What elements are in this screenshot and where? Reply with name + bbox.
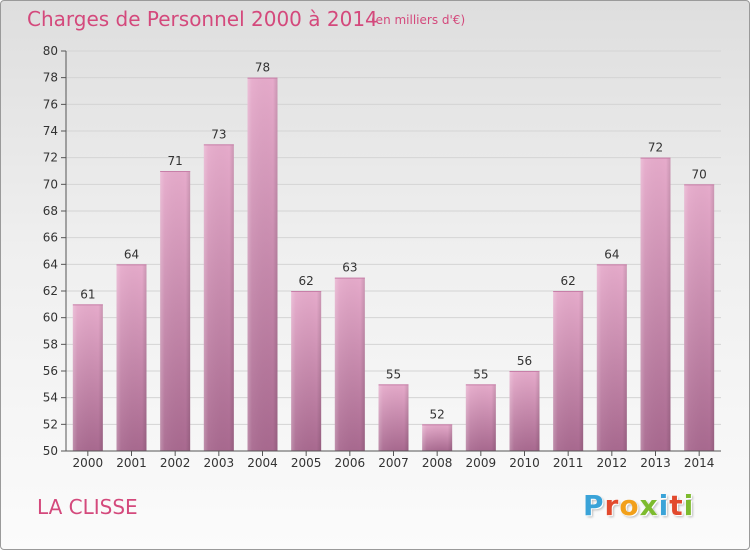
logo-letter: o bbox=[619, 489, 640, 522]
data-label: 62 bbox=[299, 274, 314, 288]
y-tick-label: 68 bbox=[43, 204, 58, 218]
data-label: 72 bbox=[648, 141, 663, 155]
bar-sheen bbox=[72, 304, 103, 451]
data-label: 52 bbox=[430, 407, 445, 421]
bar-sheen bbox=[116, 264, 147, 451]
x-tick-label: 2005 bbox=[291, 456, 322, 470]
x-tick-label: 2014 bbox=[684, 456, 715, 470]
y-tick-label: 76 bbox=[43, 97, 58, 111]
x-tick-label: 2002 bbox=[160, 456, 191, 470]
data-label: 78 bbox=[255, 61, 270, 75]
y-tick-label: 50 bbox=[43, 444, 58, 458]
data-label: 62 bbox=[561, 274, 576, 288]
y-tick-label: 52 bbox=[43, 417, 58, 431]
y-tick-label: 66 bbox=[43, 231, 58, 245]
x-tick-label: 2008 bbox=[422, 456, 453, 470]
y-tick-label: 56 bbox=[43, 364, 58, 378]
bar-sheen bbox=[334, 277, 365, 451]
y-tick-label: 64 bbox=[43, 257, 58, 271]
y-tick-label: 60 bbox=[43, 311, 58, 325]
y-tick-label: 54 bbox=[43, 391, 58, 405]
x-tick-label: 2006 bbox=[335, 456, 366, 470]
x-tick-label: 2003 bbox=[204, 456, 235, 470]
y-tick-label: 62 bbox=[43, 284, 58, 298]
logo-letter: r bbox=[604, 489, 620, 522]
x-axis: 2000 2001 2002 2003 2004 2005 2006 2007 2008 2009… bbox=[66, 450, 721, 470]
y-tick-label: 78 bbox=[43, 71, 58, 85]
x-tick-label: 2004 bbox=[247, 456, 278, 470]
bar-sheen bbox=[203, 144, 234, 452]
chart-title: Charges de Personnel 2000 à 2014 bbox=[27, 7, 378, 31]
bar-sheen bbox=[465, 384, 496, 451]
x-tick-label: 2010 bbox=[509, 456, 540, 470]
x-tick-label: 2000 bbox=[73, 456, 104, 470]
bar-sheen bbox=[422, 424, 453, 451]
y-axis: 50 52 54 56 58 60 62 64 66 68 70 72 74 76 78 80 bbox=[43, 44, 67, 458]
logo-letter: i bbox=[658, 489, 670, 522]
bar-sheen bbox=[291, 291, 322, 451]
bar-sheen bbox=[509, 371, 540, 451]
logo-letter: i bbox=[683, 489, 695, 522]
commune-name: LA CLISSE bbox=[37, 495, 138, 519]
x-tick-label: 2011 bbox=[553, 456, 584, 470]
data-label: 61 bbox=[80, 287, 95, 301]
bar-sheen bbox=[684, 184, 715, 452]
logo-letter: t bbox=[669, 489, 684, 522]
y-tick-label: 74 bbox=[43, 124, 58, 138]
bar-sheen bbox=[596, 264, 627, 451]
proxiti-logo[interactable]: Proxiti bbox=[583, 489, 694, 522]
x-tick-label: 2001 bbox=[116, 456, 147, 470]
data-label: 64 bbox=[604, 247, 619, 261]
x-tick-label: 2007 bbox=[378, 456, 409, 470]
unit-label: (en milliers d'€) bbox=[371, 13, 466, 27]
bar-sheen bbox=[640, 157, 671, 451]
y-tick-label: 58 bbox=[43, 337, 58, 351]
y-tick-label: 70 bbox=[43, 177, 58, 191]
y-tick-label: 80 bbox=[43, 44, 58, 58]
bar-sheen bbox=[247, 77, 278, 452]
bar-sheen bbox=[160, 171, 191, 451]
data-label: 73 bbox=[211, 127, 226, 141]
y-tick-label: 72 bbox=[43, 151, 58, 165]
x-tick-label: 2012 bbox=[597, 456, 628, 470]
data-label: 56 bbox=[517, 354, 532, 368]
x-tick-label: 2009 bbox=[466, 456, 497, 470]
bars: 61 64 71 73 78 62 63 55 52 55 56 62 64 72 70 bbox=[72, 61, 715, 452]
data-label: 55 bbox=[386, 367, 401, 381]
bar-sheen bbox=[553, 291, 584, 451]
data-label: 63 bbox=[342, 261, 357, 275]
data-label: 71 bbox=[168, 154, 183, 168]
logo-letter: P bbox=[583, 489, 605, 522]
data-label: 64 bbox=[124, 247, 139, 261]
data-label: 70 bbox=[692, 167, 707, 181]
data-label: 55 bbox=[473, 367, 488, 381]
x-tick-label: 2013 bbox=[640, 456, 671, 470]
logo-letter: x bbox=[639, 489, 659, 522]
bar-sheen bbox=[378, 384, 409, 451]
